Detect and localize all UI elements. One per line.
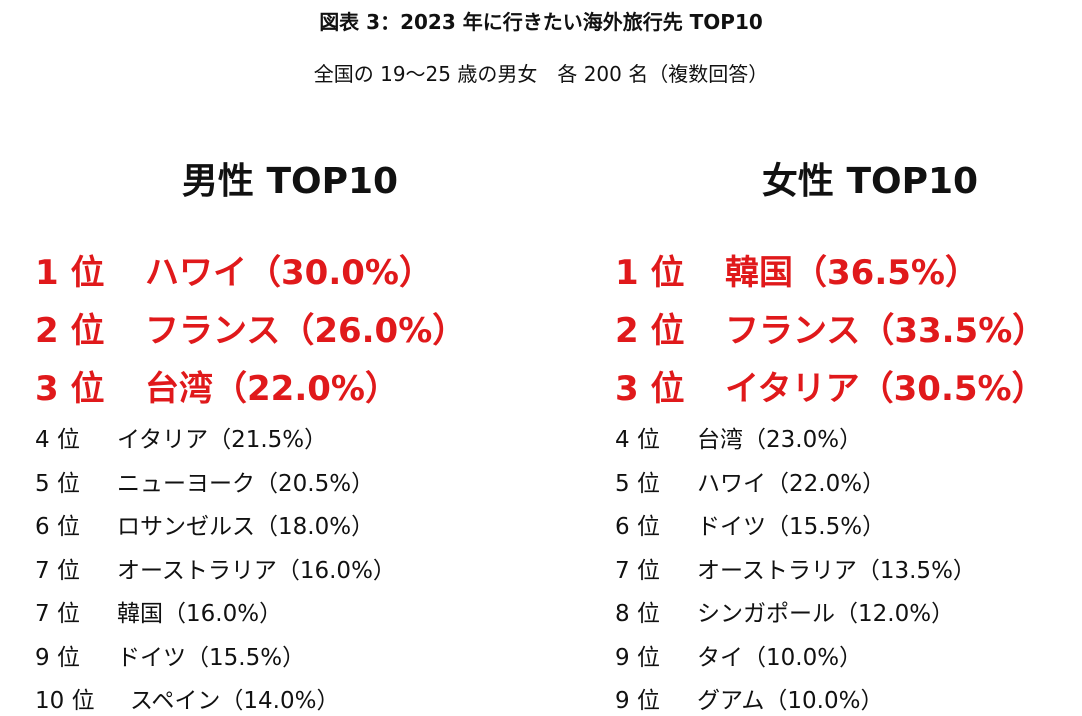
rank: 10 位: [35, 688, 95, 714]
destination: ドイツ: [697, 514, 766, 540]
destination: 韓国: [117, 601, 163, 627]
share: （10.0%）: [743, 644, 863, 671]
subtitle: 全国の 19〜25 歳の男女 各 200 名（複数回答）: [313, 62, 769, 86]
rank: 7 位: [615, 557, 660, 584]
column-title: 男性 TOP10: [181, 161, 399, 202]
rank: 7 位: [35, 557, 80, 584]
rank: 7 位: [35, 601, 80, 627]
destination: オーストラリア: [117, 557, 277, 584]
ranking-item: 7 位 韓国（16.0%）: [35, 594, 282, 628]
destination: 台湾: [145, 369, 213, 409]
ranking-item: 3 位台湾（22.0%）: [35, 361, 399, 410]
ranking-item: 2 位フランス（26.0%）: [35, 303, 466, 352]
rank: 5 位: [35, 470, 80, 497]
ranking-item: 4 位 台湾（23.0%）: [615, 420, 862, 454]
ranking-item: 6 位 ロサンゼルス（18.0%）: [35, 507, 374, 541]
share: （12.0%）: [835, 601, 955, 627]
destination: スペイン: [130, 688, 221, 714]
destination: フランス: [725, 311, 861, 351]
share: （21.5%）: [208, 427, 328, 453]
share: （33.5%）: [860, 311, 1047, 351]
ranking-item: 9 位 タイ（10.0%）: [615, 638, 862, 672]
destination: タイ: [697, 644, 743, 671]
share: （30.0%）: [247, 253, 433, 293]
rank: 1 位: [615, 253, 685, 293]
share: （18.0%）: [255, 514, 375, 540]
destination: ハワイ: [697, 470, 766, 497]
share: （26.0%）: [280, 311, 467, 351]
destination: ロサンゼルス: [117, 514, 255, 540]
share: （30.5%）: [859, 369, 1046, 409]
destination: ハワイ: [145, 253, 247, 293]
ranking-item: 8 位 シンガポール（12.0%）: [615, 594, 954, 628]
destination: 台湾: [697, 427, 743, 453]
rank: 3 位: [35, 369, 105, 409]
rank: 2 位: [35, 311, 105, 351]
destination: 韓国: [725, 253, 793, 293]
destination: ドイツ: [117, 644, 186, 671]
ranking-item: 9 位 ドイツ（15.5%）: [35, 638, 305, 672]
share: （20.5%）: [255, 470, 375, 497]
rank: 9 位: [35, 644, 80, 671]
ranking-item: 7 位 オーストラリア（16.0%）: [35, 551, 396, 585]
ranking-item: 2 位フランス（33.5%）: [615, 303, 1046, 352]
rank: 6 位: [35, 514, 80, 540]
destination: イタリア: [117, 427, 209, 453]
rank: 2 位: [615, 311, 685, 351]
column-title: 女性 TOP10: [761, 161, 979, 202]
share: （22.0%）: [213, 369, 399, 409]
destination: シンガポール: [697, 601, 835, 627]
share: （10.0%）: [764, 688, 884, 714]
destination: イタリア: [725, 369, 860, 409]
ranking-item: 4 位 イタリア（21.5%）: [35, 420, 327, 454]
ranking-item: 1 位ハワイ（30.0%）: [35, 245, 433, 294]
ranking-item: 1 位韓国（36.5%）: [615, 245, 979, 294]
rank: 4 位: [615, 427, 660, 453]
destination: ニューヨーク: [117, 470, 255, 497]
share: （16.0%）: [276, 557, 396, 584]
ranking-item: 7 位 オーストラリア（13.5%）: [615, 551, 976, 585]
share: （15.5%）: [186, 644, 306, 671]
rank: 1 位: [35, 253, 105, 293]
share: （14.0%）: [220, 688, 340, 714]
share: （36.5%）: [793, 253, 979, 293]
rank: 4 位: [35, 427, 80, 453]
ranking-item: 5 位 ハワイ（22.0%）: [615, 464, 885, 498]
destination: グアム: [697, 688, 765, 714]
ranking-item: 3 位イタリア（30.5%）: [615, 361, 1046, 410]
rank: 5 位: [615, 470, 660, 497]
share: （15.5%）: [766, 514, 886, 540]
rank: 9 位: [615, 688, 660, 714]
share: （13.5%）: [856, 557, 976, 584]
title: 図表 3：2023 年に行きたい海外旅行先 TOP10: [319, 10, 763, 34]
share: （16.0%）: [163, 601, 283, 627]
destination: オーストラリア: [697, 557, 857, 584]
ranking-item: 5 位 ニューヨーク（20.5%）: [35, 464, 374, 498]
rank: 9 位: [615, 644, 660, 671]
rank: 3 位: [615, 369, 685, 409]
share: （23.0%）: [743, 427, 863, 453]
ranking-item: 9 位 グアム（10.0%）: [615, 681, 883, 715]
destination: フランス: [145, 311, 281, 351]
share: （22.0%）: [766, 470, 886, 497]
rank: 6 位: [615, 514, 660, 540]
ranking-item: 6 位 ドイツ（15.5%）: [615, 507, 885, 541]
rank: 8 位: [615, 601, 660, 627]
ranking-item: 10 位 スペイン（14.0%）: [35, 681, 339, 715]
